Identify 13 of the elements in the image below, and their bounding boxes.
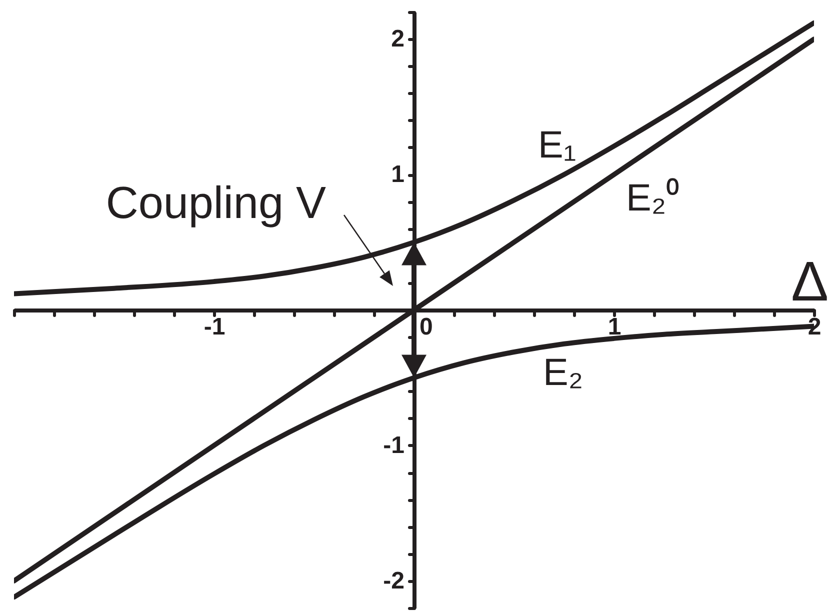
x-tick-label: -1 [204,314,226,340]
x-tick-label: 1 [608,314,622,340]
x-tick-label: 0 [420,314,433,340]
y-tick-label: 1 [391,161,404,188]
y-tick-label: -2 [383,567,404,594]
series-label: E₁ [538,124,576,166]
y-tick-label: -1 [383,432,404,459]
y-tick-label: 2 [391,26,404,53]
annotation: Coupling V [106,177,326,228]
series-label: E₂⁰ [626,178,680,220]
series-label: E₂ [543,352,584,394]
x-tick-label: 2 [808,314,822,340]
x-axis-title: Δ [791,250,828,312]
